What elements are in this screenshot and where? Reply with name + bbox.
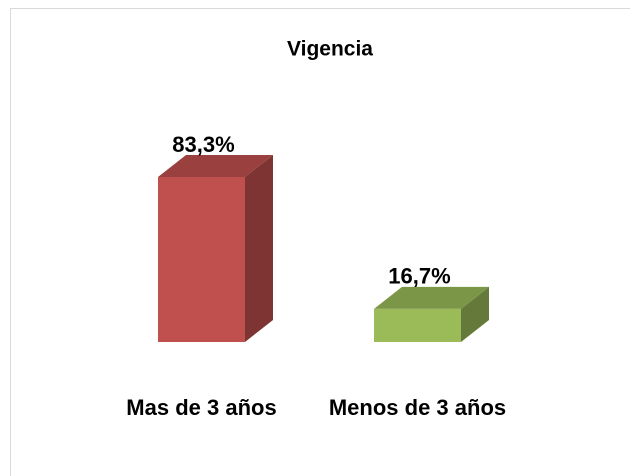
bar [374, 308, 461, 342]
chart-title: Vigencia [287, 38, 373, 61]
bar-side [245, 155, 273, 342]
x-tick-label: Menos de 3 años [328, 395, 507, 420]
data-label: 16,7% [388, 264, 450, 289]
bar-top [158, 155, 273, 177]
data-label: 83,3% [172, 132, 234, 157]
bar-top [374, 286, 489, 309]
chart-frame [10, 8, 630, 476]
bar-side [461, 286, 489, 342]
bar [158, 177, 245, 342]
x-tick-label: Mas de 3 años [126, 395, 277, 420]
